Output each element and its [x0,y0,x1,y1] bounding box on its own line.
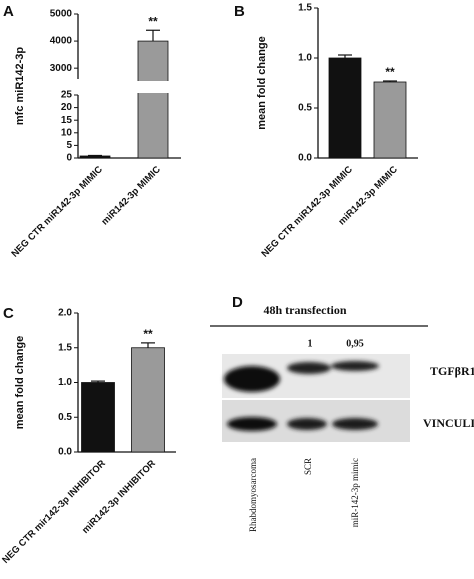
y-tick-label: 5000 [50,9,73,20]
blot-title: 48h transfection [264,303,347,317]
annotation: ** [385,65,395,79]
x-tick-label: NEG CTR mir142-3p INHIBITOR [0,458,108,566]
y-axis-label: mean fold change [14,336,26,430]
bar [131,347,165,453]
lane-label: miR-142-3p mimic [350,458,360,527]
x-tick-label: NEG CTR miR142-3p MIMIC [9,164,105,260]
row-label: TGFβR1 [430,364,474,378]
y-tick-label: 1.0 [58,377,72,388]
x-tick-label: miR142-3p MIMIC [100,164,163,227]
y-tick-label: 3000 [50,63,73,74]
quant-label: 0,95 [346,338,364,349]
y-tick-label: 0.0 [58,447,72,458]
y-axis-label: mfc miR142-3p [14,47,26,126]
y-tick-label: 10 [61,127,73,138]
y-tick-label: 0.0 [298,153,312,164]
bar [79,155,111,159]
bar [137,40,169,159]
panel-letter: B [234,3,245,20]
bar [81,382,115,453]
panel-letter: D [232,294,243,311]
y-tick-label: 5 [66,140,72,151]
y-tick-label: 0.5 [298,103,312,114]
y-tick-label: 1.5 [58,342,72,353]
panel-letter: A [3,3,14,20]
lane-label: SCR [303,458,313,475]
bands [224,361,379,431]
annotation: ** [148,14,158,28]
y-tick-label: 15 [61,115,73,126]
row-label: VINCULINE [423,416,474,430]
y-tick-label: 4000 [50,36,73,47]
y-tick-label: 0.5 [58,412,72,423]
y-axis-label: mean fold change [256,36,268,130]
y-tick-label: 1.5 [298,3,312,14]
bar [328,57,362,159]
y-tick-label: 25 [61,90,73,101]
axis-break [137,81,169,93]
y-tick-label: 0 [66,153,72,164]
y-tick-label: 2.0 [58,308,72,319]
annotation: ** [143,327,153,341]
lane-label: Rhabdomyosarcoma [248,458,258,532]
x-tick-label: NEG CTR miR142-3p MIMIC [259,164,355,260]
quant-label: 1 [308,338,313,349]
y-tick-label: 1.0 [298,53,312,64]
bar [373,81,407,159]
y-tick-label: 20 [61,102,73,113]
panel-letter: C [3,305,14,322]
